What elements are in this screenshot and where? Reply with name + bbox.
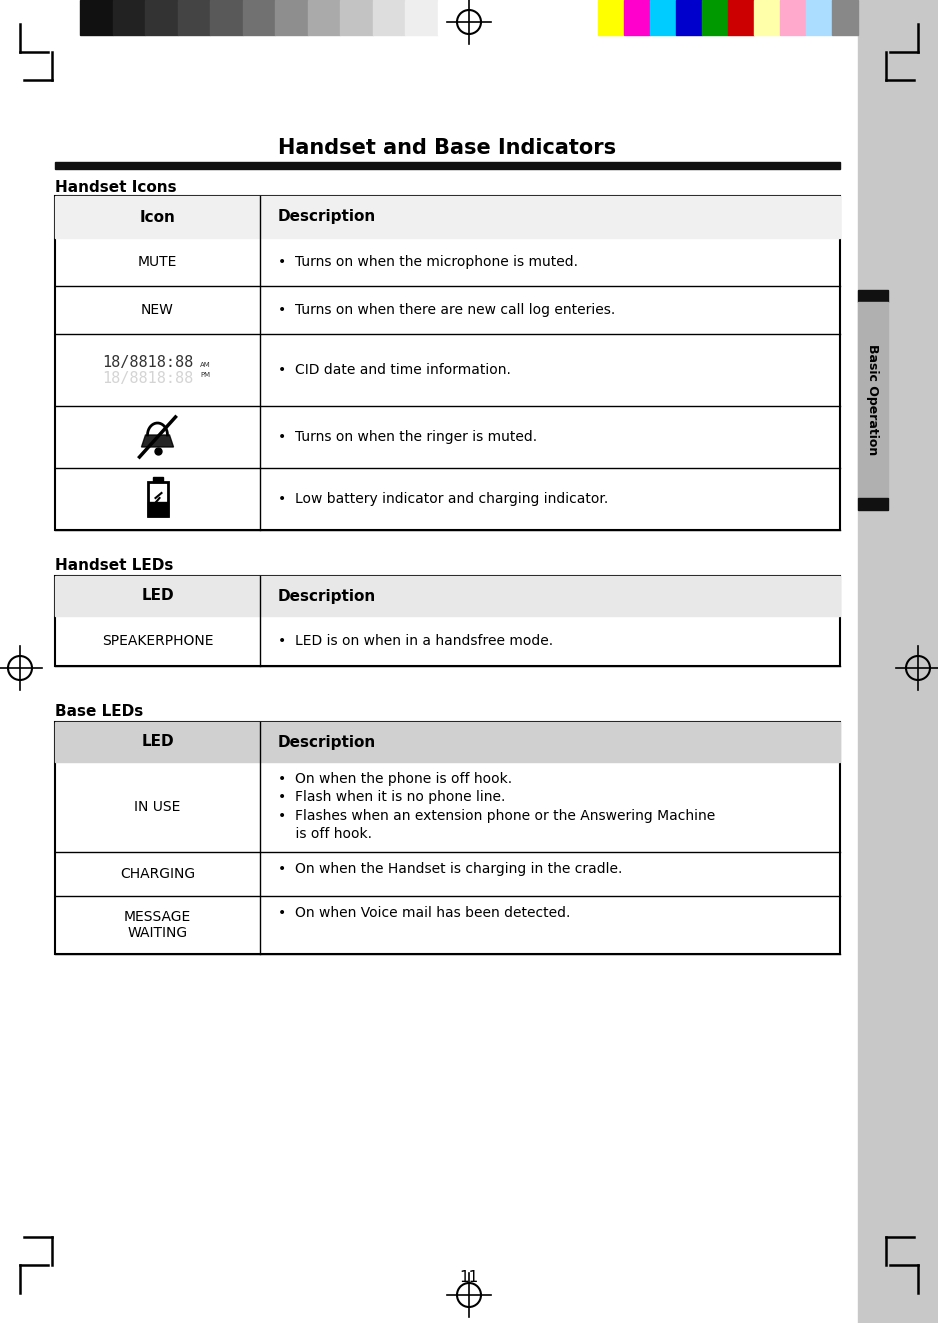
Bar	[55, 576, 840, 665]
Text: Description: Description	[278, 209, 376, 225]
Text: 18/8818:88: 18/8818:88	[102, 370, 193, 385]
Bar	[858, 290, 888, 302]
Text: •  Turns on when there are new call log enteries.: • Turns on when there are new call log e…	[278, 303, 615, 318]
Text: MUTE: MUTE	[138, 255, 177, 269]
Text: •  On when Voice mail has been detected.: • On when Voice mail has been detected.	[278, 906, 570, 919]
Text: Description: Description	[278, 589, 376, 603]
Bar	[147, 482, 168, 516]
Text: CHARGING: CHARGING	[120, 867, 195, 881]
Text: PM: PM	[201, 372, 210, 378]
Text: AM: AM	[200, 363, 211, 368]
Text: NEW: NEW	[141, 303, 174, 318]
Bar	[650, 0, 676, 34]
Text: LED: LED	[142, 734, 174, 750]
Bar	[676, 0, 702, 34]
Bar	[80, 0, 113, 34]
Bar	[754, 0, 780, 34]
Polygon shape	[142, 435, 174, 447]
Bar	[55, 722, 840, 954]
Text: Handset Icons: Handset Icons	[55, 180, 176, 194]
Bar	[177, 0, 210, 34]
Text: Icon: Icon	[140, 209, 175, 225]
Bar	[210, 0, 243, 34]
Bar	[437, 0, 470, 34]
Bar	[55, 722, 840, 762]
Bar	[728, 0, 754, 34]
Text: 18/8818:88: 18/8818:88	[102, 355, 193, 369]
Text: •  Turns on when the ringer is muted.: • Turns on when the ringer is muted.	[278, 430, 537, 445]
Bar	[806, 0, 832, 34]
Text: •  Low battery indicator and charging indicator.: • Low battery indicator and charging ind…	[278, 492, 608, 505]
Text: Base LEDs: Base LEDs	[55, 704, 144, 718]
Bar	[858, 302, 888, 497]
Bar	[624, 0, 650, 34]
Text: •  Turns on when the microphone is muted.: • Turns on when the microphone is muted.	[278, 255, 578, 269]
Bar	[275, 0, 308, 34]
Text: MESSAGE
WAITING: MESSAGE WAITING	[124, 910, 191, 941]
Text: IN USE: IN USE	[134, 800, 181, 814]
Text: •  LED is on when in a handsfree mode.: • LED is on when in a handsfree mode.	[278, 634, 553, 648]
Bar	[598, 0, 624, 34]
Bar	[153, 478, 162, 482]
Bar	[243, 0, 275, 34]
Text: Handset LEDs: Handset LEDs	[55, 558, 174, 573]
Bar	[780, 0, 806, 34]
Text: LED: LED	[142, 589, 174, 603]
Text: 11: 11	[460, 1270, 478, 1286]
Bar	[55, 196, 840, 238]
Bar	[858, 0, 938, 1323]
Text: •  On when the Handset is charging in the cradle.: • On when the Handset is charging in the…	[278, 863, 623, 876]
Text: Description: Description	[278, 734, 376, 750]
Bar	[55, 196, 840, 531]
Bar	[55, 161, 840, 169]
Bar	[372, 0, 405, 34]
Text: Handset and Base Indicators: Handset and Base Indicators	[279, 138, 616, 157]
Bar	[702, 0, 728, 34]
Text: •  On when the phone is off hook.
•  Flash when it is no phone line.
•  Flashes : • On when the phone is off hook. • Flash…	[278, 773, 716, 841]
Bar	[340, 0, 372, 34]
Bar	[145, 0, 177, 34]
Bar	[858, 497, 888, 509]
Bar	[55, 576, 840, 617]
Bar	[832, 0, 858, 34]
Bar	[308, 0, 340, 34]
Bar	[147, 503, 168, 516]
Text: SPEAKERPHONE: SPEAKERPHONE	[101, 634, 213, 648]
Bar	[113, 0, 145, 34]
Text: Basic Operation: Basic Operation	[867, 344, 880, 455]
Bar	[405, 0, 437, 34]
Text: •  CID date and time information.: • CID date and time information.	[278, 363, 511, 377]
